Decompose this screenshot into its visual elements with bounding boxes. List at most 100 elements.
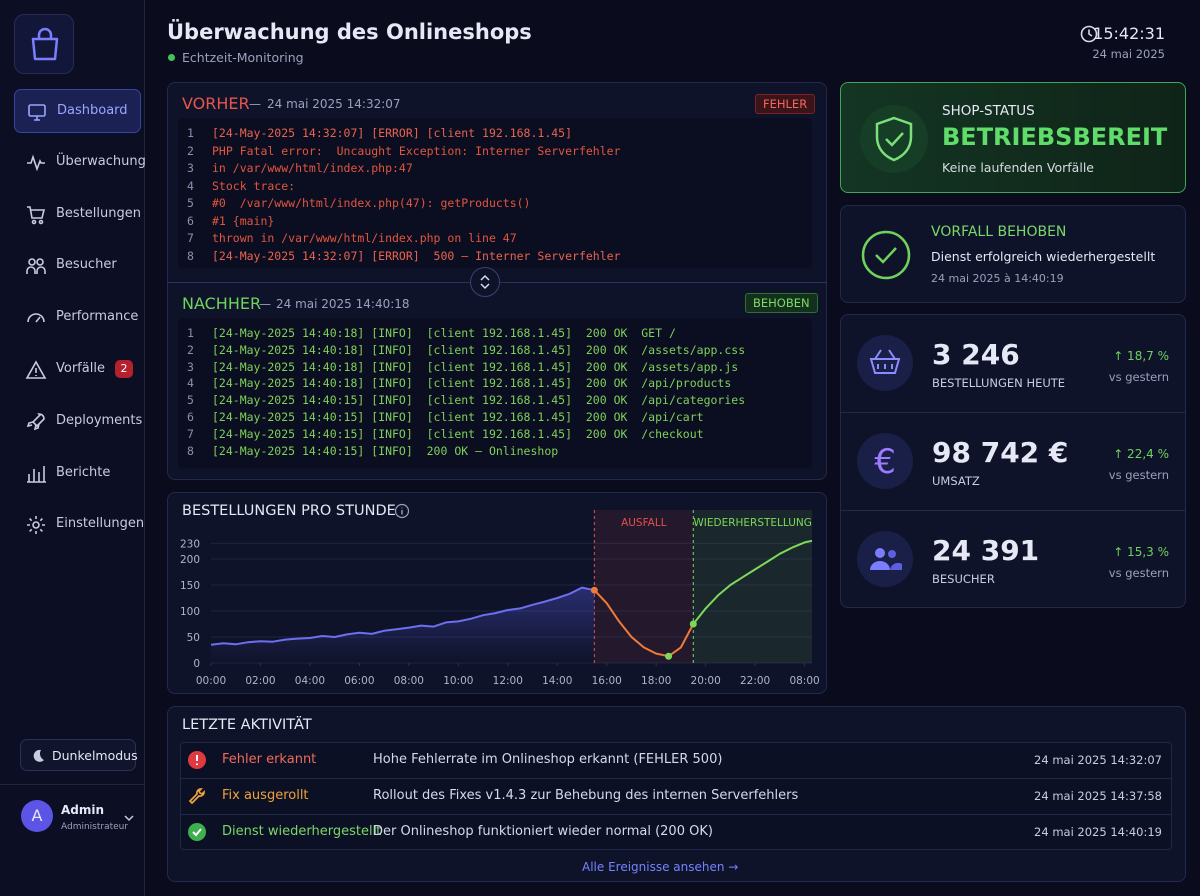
- divider: [181, 814, 1171, 815]
- kpi-icon: €: [857, 433, 913, 489]
- activity-icon: [188, 823, 206, 841]
- activity-text: Hohe Fehlerrate im Onlineshop erkannt (F…: [373, 752, 723, 767]
- user-name: Admin: [61, 803, 105, 817]
- x-tick-label: 12:00: [493, 675, 523, 687]
- nav-icon: [28, 104, 46, 121]
- nav-icon: [27, 205, 46, 224]
- nav-icon: [27, 465, 46, 483]
- log-line: PHP Fatal error: Uncaught Exception: Int…: [212, 143, 621, 158]
- kpi-label: UMSATZ: [932, 474, 980, 488]
- shield-icon: [860, 105, 928, 173]
- moon-icon: [33, 749, 44, 762]
- kpi-compare: vs gestern: [1108, 566, 1169, 580]
- x-tick-label: 18:00: [641, 675, 671, 687]
- x-tick-label: 22:00: [740, 675, 770, 687]
- status-card: SHOP-STATUS BETRIEBSBEREIT Keine laufend…: [840, 82, 1186, 193]
- log-line: [24-May-2025 14:32:07] [ERROR] [client 1…: [212, 126, 573, 140]
- nav-item[interactable]: Einstellungen: [14, 503, 144, 547]
- page-title: Überwachung des Onlineshops: [167, 20, 532, 44]
- annotation-region: [693, 510, 812, 663]
- line: [210, 586, 595, 646]
- log-line: [24-May-2025 14:40:15] [INFO] [client 19…: [212, 393, 746, 408]
- annotation-label: AUSFALL: [621, 517, 667, 529]
- line-number: 2: [187, 143, 194, 158]
- error-badge: FEHLER: [755, 94, 816, 114]
- area: [211, 587, 595, 663]
- y-tick-label: 200: [180, 554, 200, 566]
- info-icon[interactable]: [394, 503, 410, 519]
- resolved-title: VORFALL BEHOBEN: [931, 224, 1067, 240]
- status-note: Keine laufenden Vorfälle: [942, 160, 1094, 175]
- nav-item[interactable]: Vorfälle 2: [14, 348, 141, 392]
- log-line: [24-May-2025 14:32:07] [ERROR] 500 — Int…: [212, 248, 621, 263]
- kpi-change: ↑ 22,4 %: [1113, 447, 1169, 461]
- line-number: 3: [187, 161, 194, 175]
- line-number: 8: [187, 443, 194, 458]
- y-tick-label: 50: [187, 632, 200, 644]
- kpi-compare: vs gestern: [1108, 468, 1169, 482]
- activity-icon: [188, 788, 205, 805]
- line-number: 8: [187, 248, 194, 263]
- status-value: BETRIEBSBEREIT: [942, 123, 1168, 151]
- compare-toggle[interactable]: [470, 267, 500, 297]
- nav-label: Performance: [56, 309, 139, 325]
- x-tick-label: 10:00: [443, 675, 473, 687]
- log-line: #0 /var/www/html/index.php(47): getProdu…: [212, 196, 531, 210]
- resolved-text: Dienst erfolgreich wiederhergestellt: [931, 249, 1156, 264]
- svg-text:€: €: [874, 442, 896, 482]
- separator: —: [249, 97, 261, 111]
- chart-title: BESTELLUNGEN PRO STUNDE: [182, 503, 396, 519]
- x-tick-label: 00:00: [196, 675, 226, 687]
- nav-icon: [27, 313, 45, 323]
- log-line: thrown in /var/www/html/index.php on lin…: [212, 231, 517, 245]
- nav-item[interactable]: Deployments: [14, 400, 142, 444]
- point: [689, 620, 697, 628]
- nav-item[interactable]: Bestellungen: [14, 193, 141, 237]
- x-tick-label: 02:00: [245, 675, 275, 687]
- divider: [0, 784, 145, 785]
- resolved-time: 24 mai 2025 à 14:40:19: [931, 272, 1064, 285]
- y-tick-label: 0: [193, 658, 200, 670]
- activity-time: 24 mai 2025 14:40:19: [1034, 825, 1162, 839]
- activity-text: Rollout des Fixes v1.4.3 zur Behebung de…: [373, 788, 799, 803]
- nav-icon: [25, 360, 47, 379]
- dark-mode-toggle[interactable]: Dunkelmodus: [20, 739, 138, 771]
- x-tick-label: 04:00: [295, 675, 325, 687]
- activity-title: Fix ausgerollt: [222, 788, 309, 803]
- line-number: 6: [187, 410, 194, 424]
- nav-item[interactable]: Berichte: [14, 452, 141, 496]
- line-number: 1: [187, 326, 194, 340]
- line-number: 6: [187, 213, 194, 228]
- nav-item[interactable]: Performance: [14, 296, 141, 340]
- kpi-change: ↑ 15,3 %: [1113, 545, 1169, 559]
- divider: [181, 778, 1171, 779]
- clock-time: 15:42:31: [1093, 24, 1165, 43]
- chevron[interactable]: [123, 814, 135, 822]
- nav-label: Berichte: [56, 464, 111, 480]
- log-box: [178, 318, 812, 468]
- x-tick-label: 20:00: [691, 675, 721, 687]
- nav-item[interactable]: Besucher: [14, 244, 141, 288]
- nav-label: Dashboard: [57, 103, 128, 118]
- x-tick-label: 14:00: [542, 675, 572, 687]
- log-line: [24-May-2025 14:40:15] [INFO] 200 OK — O…: [212, 443, 559, 458]
- kpi-value: 98 742 €: [932, 436, 1069, 469]
- line-number: 7: [187, 231, 194, 245]
- x-tick-label: 08:00: [394, 675, 424, 687]
- avatar[interactable]: A: [21, 800, 53, 832]
- chevrons: [480, 274, 490, 290]
- logo: [14, 14, 74, 74]
- view-all-link[interactable]: Alle Ereignisse ansehen →: [582, 860, 739, 874]
- before-timestamp: 24 mai 2025 14:32:07: [267, 97, 401, 111]
- activity-time: 24 mai 2025 14:37:58: [1034, 789, 1162, 803]
- nav-item[interactable]: Dashboard: [14, 89, 141, 133]
- check-icon: [861, 230, 911, 280]
- log-line: [24-May-2025 14:40:18] [INFO] [client 19…: [212, 342, 746, 357]
- nav-item[interactable]: Überwachung: [14, 141, 146, 185]
- nav-icon: [27, 154, 45, 172]
- activity-text: Der Onlineshop funktioniert wieder norma…: [373, 824, 713, 839]
- line-number: 7: [187, 426, 194, 441]
- line-number: 4: [187, 376, 194, 391]
- kpi-label: BESUCHER: [932, 572, 995, 586]
- y-tick-label: 150: [180, 580, 200, 592]
